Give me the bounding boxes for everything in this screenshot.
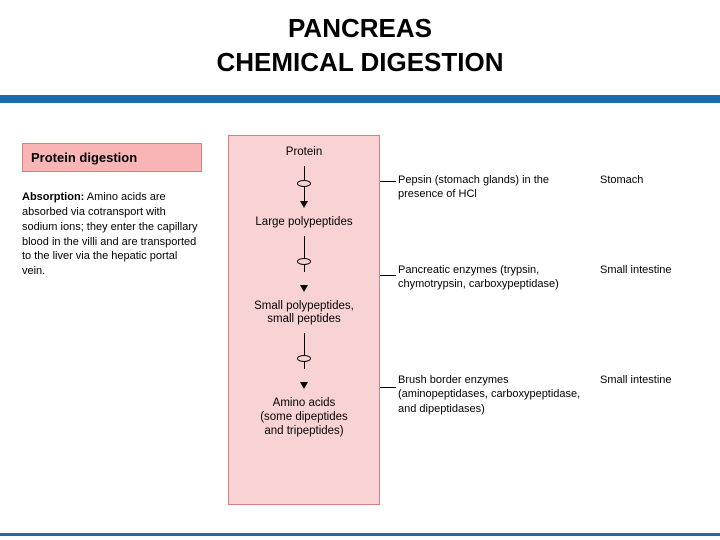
title-line-2: CHEMICAL DIGESTION <box>217 47 504 77</box>
arrow-1 <box>294 166 314 210</box>
slide-title: PANCREAS CHEMICAL DIGESTION <box>0 12 720 80</box>
stage-protein: Protein <box>235 146 373 160</box>
slide-header: PANCREAS CHEMICAL DIGESTION <box>0 0 720 105</box>
stage-amino-acids: Amino acids (some dipeptides and tripept… <box>235 397 373 438</box>
stage-small-polypeptides: Small polypeptides, small peptides <box>235 300 373 328</box>
protein-digestion-heading: Protein digestion <box>22 143 202 172</box>
title-line-1: PANCREAS <box>288 13 432 43</box>
location-small-intestine-1: Small intestine <box>600 263 672 277</box>
header-underline <box>0 95 720 103</box>
connector-2 <box>380 275 396 276</box>
stage-large-polypeptides: Large polypeptides <box>235 216 373 230</box>
enzyme-pepsin: Pepsin (stomach glands) in the presence … <box>398 173 588 202</box>
pathway-column: Protein Large polypeptides Small polypep… <box>228 135 380 505</box>
absorption-body: Amino acids are absorbed via cotransport… <box>22 191 197 277</box>
absorption-label: Absorption: <box>22 191 84 203</box>
break-ellipse-icon <box>297 180 311 187</box>
arrow-3 <box>294 333 314 391</box>
location-stomach: Stomach <box>600 173 643 187</box>
footer-line <box>0 533 720 536</box>
location-small-intestine-2: Small intestine <box>600 373 672 387</box>
absorption-text: Absorption: Amino acids are absorbed via… <box>22 190 202 279</box>
break-ellipse-icon <box>297 258 311 265</box>
connector-1 <box>380 181 396 182</box>
enzyme-pancreatic: Pancreatic enzymes (trypsin, chymotrypsi… <box>398 263 588 292</box>
enzyme-brush-border: Brush border enzymes (aminopeptidases, c… <box>398 373 588 416</box>
left-column: Protein digestion Absorption: Amino acid… <box>22 143 202 279</box>
connector-3 <box>380 387 396 388</box>
break-ellipse-icon <box>297 355 311 362</box>
arrow-2 <box>294 236 314 294</box>
diagram-content: Protein digestion Absorption: Amino acid… <box>0 135 720 515</box>
